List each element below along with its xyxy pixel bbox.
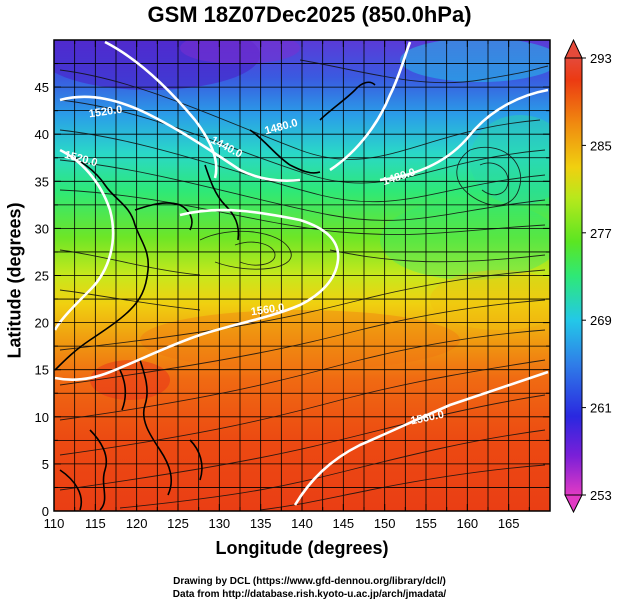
colorbar-top-arrow: [564, 38, 583, 59]
y-tick-label: 15: [35, 363, 49, 378]
x-tick-label: 110: [44, 516, 65, 531]
axis-ticks: 110 115 120 125 130 135 140 145 150 155 160 165 0 5 10…: [35, 39, 551, 531]
x-tick-label: 130: [208, 516, 230, 531]
contour-line: [59, 95, 301, 182]
colorbar: 293 285 277 269 261 253: [564, 38, 612, 514]
y-tick-label: 10: [35, 410, 49, 425]
x-tick-label: 135: [250, 516, 272, 531]
x-tick-label: 120: [126, 516, 148, 531]
contour-line: [329, 41, 412, 172]
x-tick-label: 125: [167, 516, 189, 531]
x-tick-label: 160: [456, 516, 478, 531]
y-tick-label: 20: [35, 316, 49, 331]
temperature-field: [54, 40, 550, 511]
map-grid: [54, 40, 550, 511]
y-tick-label: 40: [35, 127, 49, 142]
chart-title: GSM 18Z07Dec2025 (850.0hPa): [147, 2, 472, 27]
x-tick-label: 150: [374, 516, 396, 531]
x-tick-label: 155: [415, 516, 437, 531]
colorbar-tick-label: 269: [590, 313, 612, 328]
colorbar-gradient: [564, 57, 583, 496]
x-tick-label: 145: [332, 516, 354, 531]
x-tick-label: 115: [85, 516, 106, 531]
streamlines: [59, 59, 549, 511]
colorbar-tick-label: 285: [590, 138, 612, 153]
x-tick-label: 165: [498, 516, 520, 531]
colorbar-tick-label: 261: [590, 401, 612, 416]
contour-label: 1560.0: [250, 302, 285, 319]
y-axis-label: Latitude (degrees): [4, 202, 25, 359]
y-tick-label: 30: [35, 221, 49, 236]
x-axis-label: Longitude (degrees): [215, 538, 389, 558]
colorbar-tick-label: 253: [590, 488, 612, 503]
colorbar-bottom-arrow: [564, 494, 583, 514]
colorbar-tick-label: 277: [590, 226, 612, 241]
y-tick-label: 5: [42, 457, 49, 472]
x-tick-label: 140: [291, 516, 313, 531]
colorbar-tick-label: 293: [590, 51, 612, 66]
y-tick-label: 45: [35, 80, 49, 95]
y-tick-label: 25: [35, 269, 49, 284]
contour-line: [293, 370, 549, 506]
coastlines: [54, 81, 376, 511]
contour-line: [379, 88, 549, 182]
contour-line: [54, 148, 115, 331]
contour-line: [104, 40, 218, 179]
y-tick-label: 0: [42, 504, 49, 519]
credit-drawing: Drawing by DCL (https://www.gfd-dennou.o…: [173, 576, 446, 587]
y-tick-label: 35: [35, 174, 49, 189]
contour-label: 1520.0: [88, 104, 123, 121]
credit-data-source: Data from http://database.rish.kyoto-u.a…: [172, 589, 447, 600]
height-contours: [54, 40, 549, 506]
contour-line: [54, 208, 340, 381]
